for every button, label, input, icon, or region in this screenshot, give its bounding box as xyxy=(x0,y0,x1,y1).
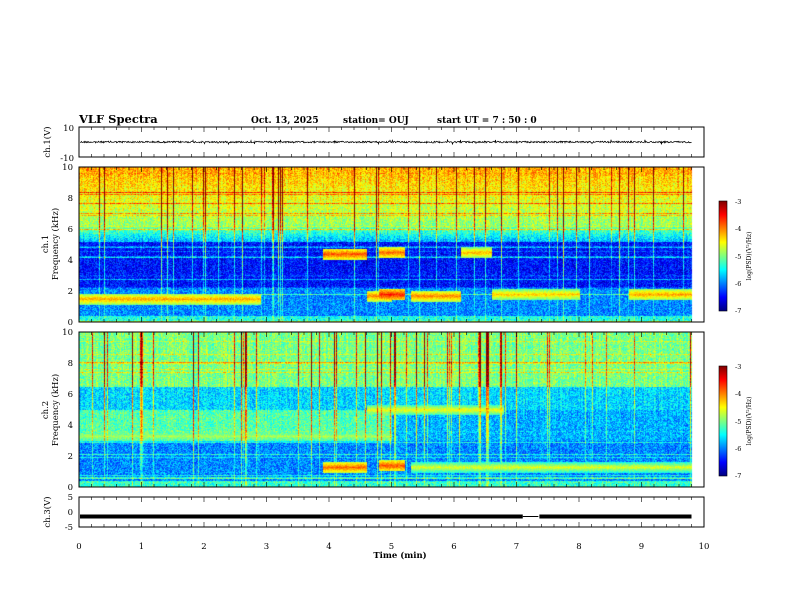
ch3-waveform-ticks xyxy=(78,497,705,527)
ch1-spectrogram-ylabel: Frequency (kHz) xyxy=(50,208,61,280)
x-tick-1: 1 xyxy=(139,542,144,552)
ch1-cb-tick-m3: -3 xyxy=(735,198,741,206)
ch2-spectrogram-channel-label: ch.2 xyxy=(41,401,51,419)
ch2-spectrogram-ticks xyxy=(78,332,705,487)
ch3-waveform-ylabel: ch.3(V) xyxy=(42,496,53,527)
ch3-waveform-segment xyxy=(80,514,523,519)
ch2-cb-tick-m4: -4 xyxy=(735,390,741,398)
ch1-colorbar: -3 -4 -5 -6 -7 log(PSD)(V²/Hz) xyxy=(718,198,753,315)
ch3-ytick-middle: 0 xyxy=(68,508,73,518)
ch1-waveform-panel: 10 -10 ch.1(V) xyxy=(42,124,705,164)
ch2-freq-tick-2: 2 xyxy=(68,452,73,462)
ch1-spectrogram-panel: 0 2 4 6 8 10 ch.1 Frequency (kHz) xyxy=(41,163,705,328)
ch1-waveform-line xyxy=(79,139,692,146)
ch1-waveform-ylabel: ch.1(V) xyxy=(42,126,53,157)
ch1-spectrogram-image xyxy=(79,167,704,322)
x-tick-9: 9 xyxy=(639,542,644,552)
x-tick-8: 8 xyxy=(576,542,581,552)
x-tick-6: 6 xyxy=(451,542,456,552)
ch1-cb-tick-m4: -4 xyxy=(735,225,741,233)
ch3-waveform-segment xyxy=(539,514,692,519)
x-tick-0: 0 xyxy=(76,542,81,552)
date-label: Oct. 13, 2025 xyxy=(251,116,319,126)
ch1-ytick-top: 10 xyxy=(63,124,74,134)
ch1-cb-tick-m5: -5 xyxy=(735,253,741,261)
x-tick-10: 10 xyxy=(699,542,710,552)
ch1-cb-tick-m6: -6 xyxy=(735,280,741,288)
ch2-freq-tick-0: 0 xyxy=(68,483,73,493)
station-label: station= OUJ xyxy=(343,116,409,126)
ch2-cb-tick-m5: -5 xyxy=(735,418,741,426)
ch1-cb-tick-m7: -7 xyxy=(735,307,741,315)
ch3-waveform-gap-line xyxy=(522,516,539,517)
start-time-label: start UT = 7 : 50 : 0 xyxy=(437,116,537,126)
ch1-freq-tick-6: 6 xyxy=(68,225,73,235)
ch3-waveform-panel: 5 0 -5 ch.3(V) xyxy=(42,493,705,533)
ch1-waveform-ticks xyxy=(78,127,705,157)
ch3-waveform-line xyxy=(80,514,692,519)
ch1-colorbar-label: log(PSD)(V²/Hz) xyxy=(746,232,753,281)
x-tick-4: 4 xyxy=(326,542,331,552)
ch1-freq-tick-4: 4 xyxy=(68,256,73,266)
ch2-spectrogram-image xyxy=(79,332,704,487)
ch1-freq-tick-10: 10 xyxy=(62,163,73,173)
ch3-ytick-top: 5 xyxy=(68,493,73,503)
ch2-freq-tick-10: 10 xyxy=(62,328,73,338)
x-tick-2: 2 xyxy=(201,542,206,552)
x-tick-3: 3 xyxy=(264,542,269,552)
x-tick-5: 5 xyxy=(389,542,394,552)
ch3-ytick-bottom: -5 xyxy=(65,523,73,533)
ch2-spectrogram-panel: 0 2 4 6 8 10 ch.2 Frequency (kHz) xyxy=(41,328,705,493)
ch2-cb-tick-m7: -7 xyxy=(735,472,741,480)
ch2-freq-tick-6: 6 xyxy=(68,390,73,400)
ch2-cb-tick-m3: -3 xyxy=(735,363,741,371)
x-tick-7: 7 xyxy=(514,542,519,552)
ch1-freq-tick-8: 8 xyxy=(68,194,73,204)
ch1-freq-tick-0: 0 xyxy=(68,318,73,328)
ch1-ytick-bottom: -10 xyxy=(60,154,74,164)
ch2-freq-tick-4: 4 xyxy=(68,421,73,431)
ch2-colorbar-bar xyxy=(718,365,728,477)
ch2-spectrogram-ylabel: Frequency (kHz) xyxy=(50,374,61,446)
ch2-cb-tick-m6: -6 xyxy=(735,445,741,453)
ch1-colorbar-bar xyxy=(718,200,728,312)
x-axis-label: Time (min) xyxy=(373,550,426,561)
ch2-freq-tick-8: 8 xyxy=(68,359,73,369)
ch2-colorbar-label: log(PSD)(V²/Hz) xyxy=(746,397,753,446)
ch2-colorbar: -3 -4 -5 -6 -7 log(PSD)(V²/Hz) xyxy=(718,363,753,480)
figure-title: VLF Spectra xyxy=(78,112,158,126)
ch1-freq-tick-2: 2 xyxy=(68,287,73,297)
ch1-spectrogram-channel-label: ch.1 xyxy=(41,235,51,253)
ch1-spectrogram-ticks xyxy=(78,167,705,322)
